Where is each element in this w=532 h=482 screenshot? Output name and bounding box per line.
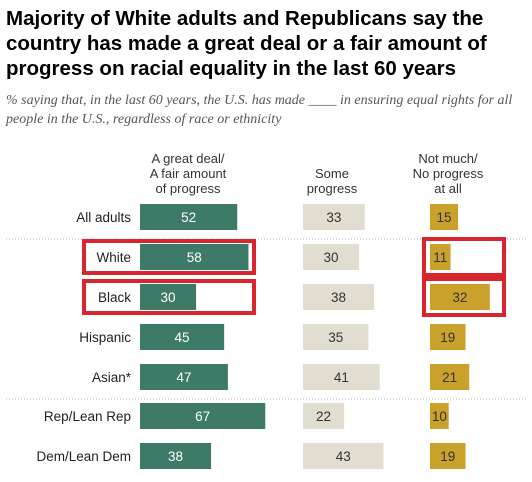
- series-header-1: Some progress: [307, 166, 358, 196]
- data-label: 41: [334, 370, 349, 385]
- bar: [303, 443, 384, 469]
- series-header-2: Not much/No progress at all: [413, 151, 484, 196]
- chart-title: Majority of White adults and Republicans…: [6, 7, 487, 80]
- data-label: 52: [181, 210, 196, 225]
- data-label: 10: [432, 409, 447, 424]
- row-label: Hispanic: [79, 330, 131, 345]
- data-label: 30: [161, 290, 176, 305]
- bar: [303, 284, 375, 310]
- data-label: 38: [168, 449, 183, 464]
- series-header-0: A great deal/A fair amount of progress: [150, 151, 227, 196]
- bar: [430, 324, 466, 350]
- bar: [140, 244, 249, 270]
- row-label: Asian*: [92, 370, 132, 385]
- row-label: Black: [98, 290, 131, 305]
- bar: [303, 364, 380, 390]
- data-label: 21: [442, 370, 457, 385]
- row-label: Rep/Lean Rep: [44, 409, 131, 424]
- data-label: 33: [326, 210, 341, 225]
- bar: [303, 244, 360, 270]
- bar: [303, 204, 365, 230]
- bar: [303, 324, 369, 350]
- highlight-box-left: [82, 279, 256, 315]
- data-label: 45: [175, 330, 190, 345]
- row-label: White: [96, 250, 131, 265]
- bar: [140, 443, 212, 469]
- row-label: All adults: [76, 210, 131, 225]
- data-label: 58: [187, 250, 202, 265]
- bar: [430, 244, 451, 270]
- data-label: 43: [336, 449, 351, 464]
- data-label: 15: [437, 210, 452, 225]
- data-label: 19: [440, 449, 455, 464]
- data-label: 35: [328, 330, 343, 345]
- bar: [430, 204, 459, 230]
- bar: [140, 284, 197, 310]
- data-label: 22: [316, 409, 331, 424]
- data-label: 38: [331, 290, 346, 305]
- bar: [303, 403, 345, 429]
- chart-subtitle: % saying that, in the last 60 years, the…: [6, 93, 513, 127]
- data-label: 19: [440, 330, 455, 345]
- bar: [140, 403, 266, 429]
- bar: [140, 204, 238, 230]
- row-label: Dem/Lean Dem: [36, 449, 131, 464]
- data-label: 32: [452, 290, 467, 305]
- bar: [430, 443, 466, 469]
- data-label: 67: [195, 409, 210, 424]
- highlight-box-right: [422, 237, 506, 277]
- highlight-box-left: [82, 239, 256, 275]
- bar: [140, 324, 225, 350]
- highlight-box-right: [422, 277, 506, 317]
- bar: [430, 403, 449, 429]
- bar: [140, 364, 228, 390]
- bar: [430, 284, 490, 310]
- data-label: 30: [324, 250, 339, 265]
- bar: [430, 364, 470, 390]
- data-label: 11: [433, 250, 447, 265]
- data-label: 47: [176, 370, 191, 385]
